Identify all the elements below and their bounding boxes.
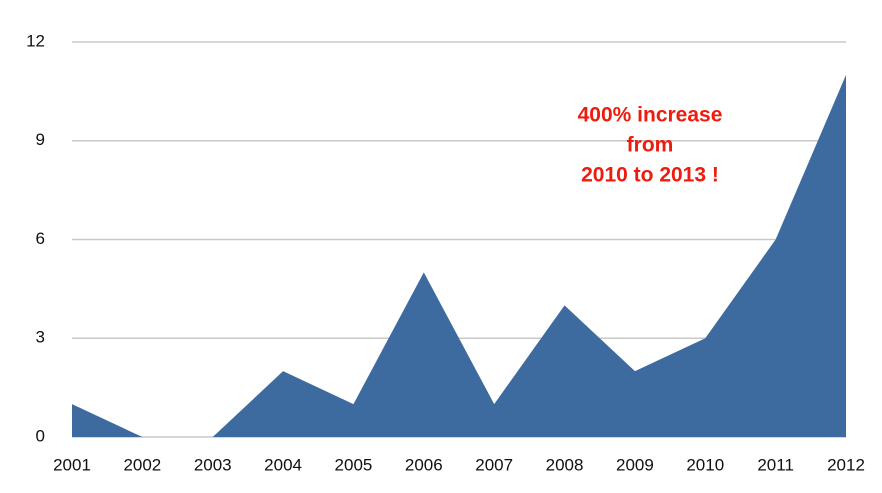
- x-tick-label: 2003: [194, 455, 232, 474]
- annotation: from: [627, 134, 674, 157]
- area: [72, 74, 846, 438]
- x-tick-label: 2004: [264, 455, 302, 474]
- x-tick-label: 2010: [686, 455, 724, 474]
- x-tick-label: 2005: [335, 455, 373, 474]
- x-tick-label: 2006: [405, 455, 443, 474]
- y-tick-label: 0: [36, 426, 45, 445]
- x-tick-label: 2008: [546, 455, 584, 474]
- x-tick-label: 2011: [757, 455, 794, 474]
- x-tick-label: 2007: [475, 455, 513, 474]
- y-tick-label: 6: [36, 229, 45, 248]
- annotation: 2010 to 2013 !: [581, 164, 719, 187]
- x-tick-label: 2012: [827, 455, 865, 474]
- x-tick-label: 2009: [616, 455, 654, 474]
- annotation: 400% increase: [578, 104, 723, 127]
- x-tick-label: 2001: [53, 455, 91, 474]
- y-tick-label: 9: [36, 130, 45, 149]
- y-tick-label: 12: [26, 31, 45, 50]
- x-tick-label: 2002: [123, 455, 161, 474]
- y-tick-label: 3: [36, 328, 45, 347]
